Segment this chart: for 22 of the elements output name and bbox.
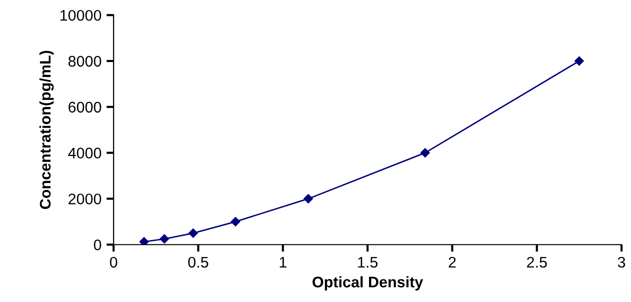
x-tick-label: 1.5 bbox=[358, 256, 378, 268]
point bbox=[420, 148, 430, 158]
point bbox=[139, 237, 149, 245]
x-tick-label: 0.5 bbox=[188, 256, 208, 268]
point bbox=[304, 194, 313, 204]
y-tick-label: 6000 bbox=[68, 102, 102, 113]
point bbox=[160, 234, 169, 244]
y-tick-label: 0 bbox=[94, 239, 102, 250]
x-tick-label: 2 bbox=[448, 256, 456, 268]
x-tick-label: 0 bbox=[110, 256, 118, 268]
y-tick-label: 10000 bbox=[60, 10, 102, 21]
y-tick-label: 8000 bbox=[68, 56, 102, 67]
y-axis-title: Concentration(pg/mL) bbox=[39, 50, 54, 209]
x-tick-label: 1 bbox=[280, 256, 286, 268]
x-tick-label: 3 bbox=[618, 256, 626, 268]
x-axis-title: Optical Density bbox=[312, 276, 424, 290]
point bbox=[188, 228, 198, 238]
y-tick-label: 4000 bbox=[68, 148, 102, 158]
y-tick-label: 2000 bbox=[68, 194, 102, 204]
point bbox=[574, 56, 584, 66]
x-tick-label: 2.5 bbox=[527, 256, 547, 268]
point bbox=[230, 217, 240, 226]
